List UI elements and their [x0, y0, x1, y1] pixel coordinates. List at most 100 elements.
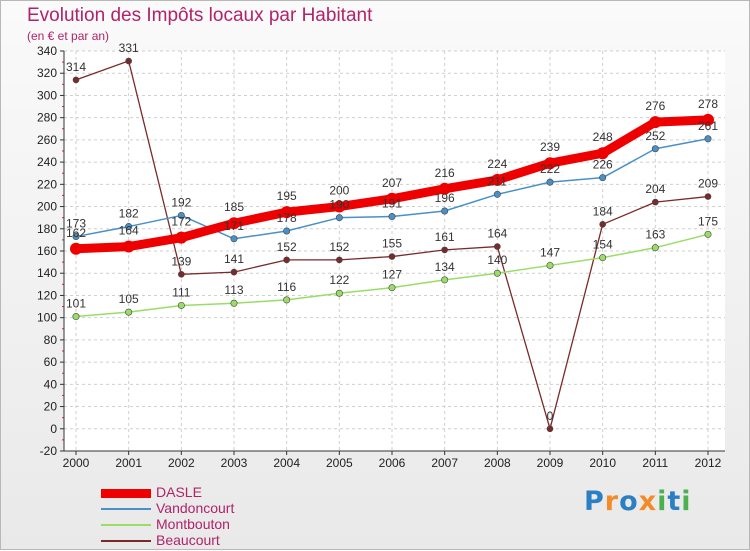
x-tick-label: 2004 — [273, 456, 300, 470]
y-tick-label: 280 — [37, 111, 57, 125]
data-label-beaucourt: 139 — [171, 254, 191, 268]
data-label-vandoncourt: 191 — [382, 197, 402, 211]
data-label-dasle: 162 — [66, 226, 86, 240]
data-label-dasle: 195 — [277, 189, 297, 203]
x-tick-label: 2009 — [537, 456, 564, 470]
chart-title: Evolution des Impôts locaux par Habitant — [27, 5, 373, 26]
data-label-montbouton: 127 — [382, 268, 402, 282]
data-label-vandoncourt: 222 — [540, 162, 560, 176]
data-point-dasle — [491, 173, 504, 186]
y-tick-label: 260 — [37, 133, 57, 147]
data-point-dasle — [228, 217, 240, 230]
x-tick-label: 2006 — [379, 456, 406, 470]
data-label-beaucourt: 209 — [698, 177, 718, 191]
data-label-dasle: 164 — [119, 224, 139, 238]
data-point-beaucourt — [652, 198, 659, 206]
y-tick-label: 20 — [44, 400, 58, 414]
data-point-beaucourt — [599, 221, 606, 228]
data-label-vandoncourt: 211 — [488, 174, 507, 188]
data-point-dasle — [596, 147, 609, 160]
data-label-beaucourt: 141 — [224, 252, 244, 266]
data-point-montbouton — [283, 296, 291, 304]
data-point-vandoncourt — [177, 211, 185, 219]
y-tick-label: 220 — [37, 177, 57, 191]
data-label-beaucourt: 331 — [119, 41, 139, 55]
data-label-beaucourt: 314 — [66, 60, 86, 74]
data-label-montbouton: 163 — [645, 228, 665, 242]
data-label-vandoncourt: 261 — [698, 119, 718, 133]
data-point-vandoncourt — [651, 145, 659, 153]
y-tick-label: 100 — [37, 311, 57, 325]
y-tick-label: 160 — [37, 244, 57, 258]
data-label-montbouton: 111 — [172, 285, 191, 299]
data-point-vandoncourt — [283, 227, 291, 235]
data-point-vandoncourt — [335, 214, 343, 222]
proxiti-logo: Proxiti — [584, 486, 692, 517]
data-point-dasle — [280, 206, 293, 219]
data-label-beaucourt: 161 — [435, 230, 455, 244]
logo-letter: i — [657, 486, 668, 517]
data-label-montbouton: 147 — [540, 245, 560, 259]
data-label-dasle: 248 — [593, 130, 613, 144]
data-point-beaucourt — [230, 268, 238, 276]
logo-letter: i — [681, 486, 692, 517]
logo-letter: P — [584, 486, 605, 517]
data-label-montbouton: 154 — [593, 238, 613, 252]
logo-letter: t — [667, 486, 682, 517]
data-point-beaucourt — [125, 57, 132, 65]
legend-swatch-montbouton — [101, 524, 151, 526]
data-label-dasle: 185 — [224, 200, 244, 214]
data-point-montbouton — [651, 244, 659, 252]
y-tick-label: 140 — [37, 266, 57, 280]
data-point-montbouton — [388, 284, 396, 292]
data-label-vandoncourt: 173 — [66, 217, 86, 231]
data-label-beaucourt: 164 — [487, 227, 507, 241]
data-point-vandoncourt — [599, 174, 607, 182]
data-point-dasle — [122, 240, 135, 253]
data-label-dasle: 224 — [487, 157, 507, 171]
legend-label-beaucourt: Beaucourt — [156, 532, 220, 548]
data-point-montbouton — [546, 261, 554, 269]
x-tick-label: 2007 — [431, 456, 458, 470]
y-tick-label: 200 — [37, 200, 57, 214]
legend-item-beaucourt: Beaucourt — [101, 532, 361, 549]
data-label-montbouton: 105 — [119, 292, 139, 306]
data-point-beaucourt — [704, 193, 712, 200]
data-point-montbouton — [599, 254, 607, 262]
data-point-vandoncourt — [72, 233, 80, 241]
legend-label-vandoncourt: Vandoncourt — [156, 500, 235, 516]
x-tick-label: 2001 — [115, 456, 142, 470]
legend-swatch-dasle — [101, 489, 151, 498]
data-label-vandoncourt: 192 — [171, 195, 191, 209]
data-point-beaucourt — [441, 246, 448, 254]
data-point-dasle — [649, 116, 662, 129]
x-tick-label: 2005 — [326, 456, 353, 470]
legend-swatch-vandoncourt — [101, 508, 151, 510]
data-label-beaucourt: 204 — [645, 182, 665, 196]
y-tick-label: -20 — [40, 444, 58, 458]
y-tick-label: 120 — [37, 288, 57, 302]
data-label-montbouton: 122 — [329, 273, 349, 287]
legend-item-vandoncourt: Vandoncourt — [101, 500, 361, 517]
x-tick-label: 2002 — [168, 456, 195, 470]
data-point-beaucourt — [178, 271, 185, 278]
data-label-vandoncourt: 190 — [329, 198, 349, 212]
logo-letter: r — [604, 486, 620, 517]
data-label-dasle: 200 — [329, 184, 349, 198]
x-tick-label: 2010 — [589, 456, 616, 470]
data-label-montbouton: 113 — [224, 283, 243, 297]
data-point-dasle — [544, 157, 556, 170]
data-label-vandoncourt: 178 — [277, 211, 297, 225]
data-label-montbouton: 175 — [698, 214, 718, 228]
data-point-montbouton — [441, 276, 449, 284]
data-point-montbouton — [125, 308, 133, 316]
data-point-beaucourt — [546, 425, 554, 433]
data-label-beaucourt: 0 — [547, 409, 554, 423]
data-label-montbouton: 101 — [66, 297, 86, 311]
data-label-dasle: 239 — [540, 140, 560, 154]
data-point-dasle — [438, 182, 451, 195]
data-point-montbouton — [230, 299, 238, 307]
x-tick-label: 2000 — [63, 456, 90, 470]
legend: DASLE Vandoncourt Montbouton Beaucourt — [101, 484, 361, 549]
data-label-dasle: 216 — [435, 166, 455, 180]
